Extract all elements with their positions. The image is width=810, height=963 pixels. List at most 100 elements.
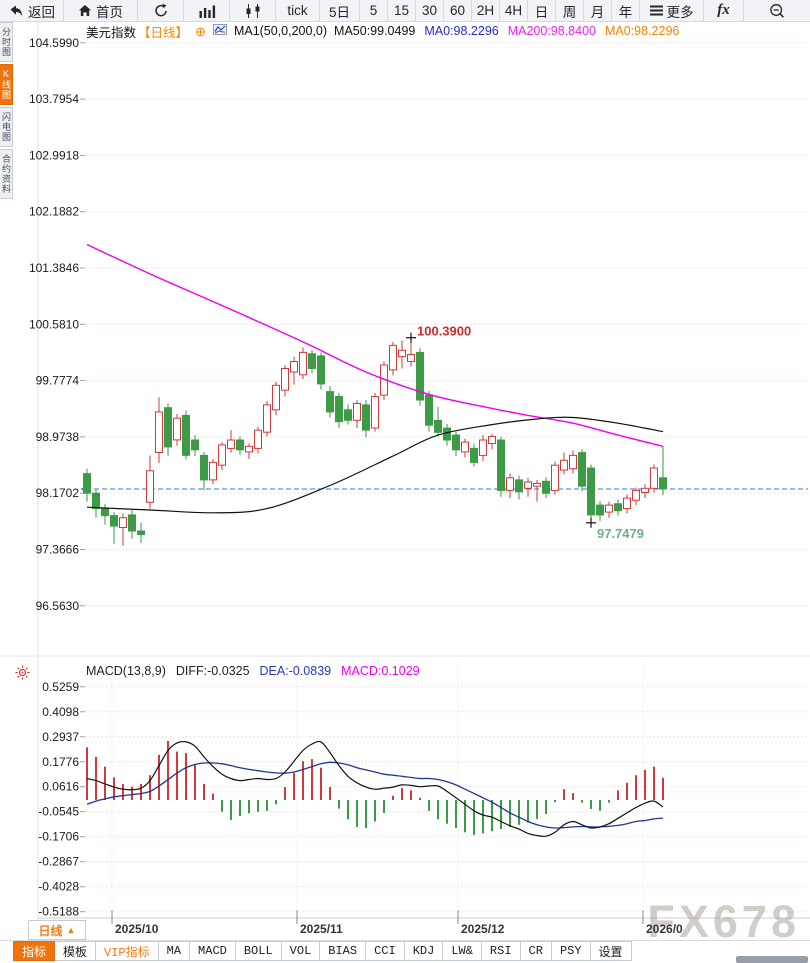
top-toolbar: 返回 首页 tick 5日 5 15 30 60 2H 4H 日周月年 更多 fx	[0, 0, 810, 22]
macd-title: MACD(13,8,9)	[86, 664, 166, 678]
indicator-settings-sun-icon[interactable]	[15, 665, 30, 685]
svg-text:-0.2867: -0.2867	[38, 855, 79, 869]
rsi-button[interactable]: RSI	[480, 941, 521, 961]
toolbar-label: 月	[590, 4, 605, 20]
toolbar-label: 5日	[328, 4, 350, 20]
macd-button[interactable]: MACD	[189, 941, 236, 961]
template-button[interactable]: 模板	[54, 941, 97, 961]
svg-text:-0.4028: -0.4028	[38, 880, 79, 894]
ma-value: MA0:98.2296	[424, 24, 499, 38]
toolbar-label: 返回	[28, 4, 55, 20]
price-annotation: 97.7479	[586, 517, 644, 541]
cci-button[interactable]: CCI	[365, 941, 405, 961]
vip-indicator-button[interactable]: VIP指标	[95, 941, 159, 961]
current-period-selector[interactable]: 日线 ▲	[28, 920, 86, 940]
period-5m-button[interactable]: 5	[360, 0, 388, 21]
toolbar-label: 30	[421, 3, 438, 18]
bias-button[interactable]: BIAS	[319, 941, 367, 961]
tab-contract-info[interactable]: 合约资料	[0, 149, 13, 199]
period-30m-button[interactable]: 30	[416, 0, 444, 21]
svg-text:-0.1706: -0.1706	[38, 830, 79, 844]
toolbar-label: 4H	[504, 3, 523, 18]
x-axis-ticks	[111, 662, 644, 924]
mini-chart-icon	[212, 24, 227, 38]
period-week-button[interactable]: 周	[556, 0, 584, 21]
period-month-button[interactable]: 月	[584, 0, 612, 21]
kdj-button[interactable]: KDJ	[403, 941, 444, 961]
x-axis-month-label: 2026/0	[646, 922, 683, 936]
period-4h-button[interactable]: 4H	[500, 0, 528, 21]
zoom-out-icon	[769, 3, 785, 19]
toolbar-label: 日	[534, 4, 549, 20]
svg-text:0.2937: 0.2937	[42, 730, 79, 744]
svg-text:104.5990: 104.5990	[29, 36, 79, 50]
period-5d-button[interactable]: 5日	[320, 0, 360, 21]
dea-line	[86, 761, 664, 829]
toolbar-label: tick	[287, 3, 308, 18]
settings-button[interactable]: 设置	[589, 941, 632, 961]
bar-chart-icon	[198, 4, 216, 18]
x-axis-month-label: 2025/12	[461, 922, 505, 936]
period-year-button[interactable]: 年	[612, 0, 640, 21]
svg-text:0.0616: 0.0616	[42, 780, 79, 794]
back-icon	[8, 4, 24, 18]
period-2h-button[interactable]: 2H	[472, 0, 500, 21]
home-icon	[78, 4, 92, 17]
macd-values: DIFF:-0.0325 DEA:-0.0839 MACD:0.1029	[176, 664, 420, 678]
home-button[interactable]: 首页	[64, 0, 138, 21]
psy-button[interactable]: PSY	[550, 941, 591, 961]
indicator-button[interactable]: 指标	[13, 941, 56, 961]
svg-text:100.5810: 100.5810	[29, 317, 79, 331]
svg-text:97.3666: 97.3666	[36, 543, 80, 557]
svg-text:100.3900: 100.3900	[417, 324, 471, 339]
indicator-toolbar: 指标 模板 VIP指标 MA MACD BOLL VOL BIAS CCI KDJ LW& RSI CR…	[13, 941, 632, 961]
ma200-line	[86, 243, 664, 447]
cr-button[interactable]: CR	[519, 941, 552, 961]
svg-text:102.1882: 102.1882	[29, 205, 79, 219]
period-tick-button[interactable]: tick	[276, 0, 320, 21]
ma-button[interactable]: MA	[157, 941, 191, 961]
vol-button[interactable]: VOL	[280, 941, 321, 961]
ma-values: MA50:99.0499 MA0:98.2296 MA200:98.8400 MA0:…	[334, 24, 679, 38]
refresh-button[interactable]	[138, 0, 184, 21]
refresh-icon	[153, 3, 169, 18]
period-60m-button[interactable]: 60	[444, 0, 472, 21]
lw-button[interactable]: LW&	[442, 941, 482, 961]
ma-value: MA200:98.8400	[507, 24, 596, 38]
svg-text:103.7954: 103.7954	[29, 92, 79, 106]
tab-kline-chart[interactable]: K线图	[0, 64, 13, 105]
period-15m-button[interactable]: 15	[388, 0, 416, 21]
toolbar-label: 更多	[666, 4, 694, 20]
svg-text:98.9738: 98.9738	[36, 430, 80, 444]
more-button[interactable]: 更多	[640, 0, 704, 21]
bar-chart-view-button[interactable]	[184, 0, 230, 21]
boll-button[interactable]: BOLL	[234, 941, 282, 961]
svg-text:99.7774: 99.7774	[36, 374, 80, 388]
x-axis-month-label: 2025/10	[115, 922, 159, 936]
last-price-line	[80, 485, 808, 493]
symbol-name: 美元指数	[86, 25, 137, 40]
candle-view-button[interactable]	[230, 0, 276, 21]
macd-value: MACD:0.1029	[341, 664, 420, 678]
fx-button[interactable]: fx	[704, 0, 744, 21]
ma-value: MA50:99.0499	[334, 24, 416, 38]
tab-lightning-chart[interactable]: 闪电图	[0, 107, 13, 147]
svg-text:101.3846: 101.3846	[29, 261, 79, 275]
price-annotation: 100.3900	[406, 324, 471, 343]
tab-timeshare-chart[interactable]: 分时图	[0, 22, 13, 62]
ma-formula: MA1(50,0,200,0)	[233, 24, 328, 38]
add-indicator-icon[interactable]: ⊕	[195, 23, 206, 39]
period-day-button[interactable]: 日	[528, 0, 556, 21]
ma50-line	[86, 416, 664, 514]
svg-text:98.1702: 98.1702	[36, 486, 80, 500]
toolbar-label: 5	[369, 3, 378, 18]
svg-text:97.7479: 97.7479	[597, 526, 644, 541]
candles	[83, 337, 667, 546]
zoom-out-button[interactable]	[744, 0, 810, 21]
toolbar-label: 年	[618, 4, 633, 20]
horizontal-scrollbar-thumb[interactable]	[736, 956, 808, 963]
back-button[interactable]: 返回	[0, 0, 64, 21]
toolbar-label: 15	[393, 3, 410, 18]
menu-icon	[649, 5, 663, 16]
